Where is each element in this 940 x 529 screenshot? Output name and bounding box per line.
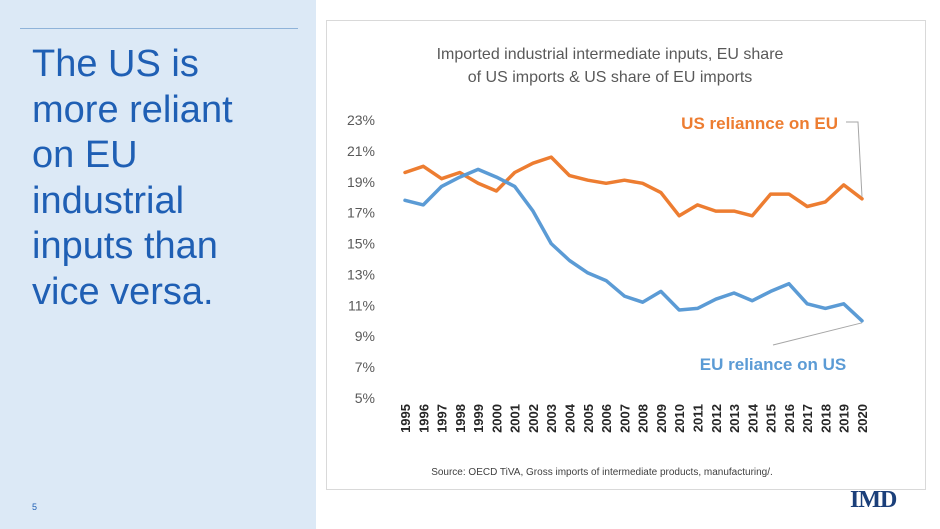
headline-line: inputs than	[32, 225, 218, 268]
y-tick-label: 13%	[347, 266, 375, 282]
x-tick-label: 2013	[727, 404, 742, 433]
x-tick-label: 2008	[636, 404, 651, 433]
x-tick-label: 1998	[453, 404, 468, 433]
x-tick-label: 2004	[563, 403, 578, 433]
x-tick-label: 2009	[654, 404, 669, 433]
x-tick-label: 2011	[690, 404, 705, 432]
y-tick-label: 23%	[347, 112, 375, 128]
series-line-eu-reliance-on-us	[403, 167, 864, 323]
x-tick-label: 2007	[617, 404, 632, 433]
x-tick-label: 2012	[709, 404, 724, 433]
y-tick-label: 15%	[347, 236, 375, 252]
x-tick-label: 2002	[526, 404, 541, 433]
x-tick-label: 2017	[800, 404, 815, 433]
headline-line: industrial	[32, 179, 185, 222]
y-tick-label: 19%	[347, 174, 375, 190]
x-tick-label: 2001	[508, 404, 523, 433]
y-tick-label: 7%	[355, 359, 375, 375]
chart-title-line: of US imports & US share of EU imports	[468, 69, 753, 86]
y-tick-label: 9%	[355, 328, 375, 344]
leader-line	[846, 121, 863, 197]
x-tick-label: 2019	[837, 404, 852, 433]
y-tick-label: 21%	[347, 143, 375, 159]
headline-line: The US is	[32, 43, 199, 85]
page-number: 5	[32, 502, 38, 512]
x-tick-label: 2014	[745, 403, 760, 433]
imd-logo: IMD	[850, 487, 897, 513]
y-tick-label: 11%	[348, 297, 375, 313]
headline-line: more reliant	[32, 88, 233, 131]
chart-frame	[326, 20, 926, 490]
x-tick-label: 2016	[782, 404, 797, 433]
series-label: US reliannce on EU	[681, 114, 838, 133]
series-line-us-reliance-on-eu	[403, 155, 864, 218]
x-tick-label: 2015	[764, 404, 779, 433]
x-tick-label: 1995	[398, 404, 413, 433]
y-tick-label: 17%	[347, 205, 375, 221]
headline: The US is more reliant on EU industrial …	[32, 42, 302, 316]
headline-line: on EU	[32, 134, 138, 177]
x-tick-label: 2020	[855, 404, 870, 433]
series-label: EU reliance on US	[700, 355, 846, 374]
x-tick-label: 2003	[544, 404, 559, 433]
x-tick-label: 1999	[471, 404, 486, 433]
divider-line	[20, 28, 298, 29]
x-tick-label: 2000	[489, 404, 504, 433]
x-tick-label: 2010	[672, 404, 687, 433]
leader-line	[772, 322, 863, 346]
x-tick-label: 1997	[435, 404, 450, 433]
x-tick-label: 1996	[416, 404, 431, 433]
x-tick-label: 2006	[599, 404, 614, 433]
y-tick-label: 5%	[355, 390, 375, 406]
chart-title-line: Imported industrial intermediate inputs,…	[437, 46, 784, 63]
left-panel	[0, 0, 316, 529]
headline-line: vice versa.	[32, 270, 214, 313]
chart-source: Source: OECD TiVA, Gross imports of inte…	[431, 467, 773, 478]
x-tick-label: 2005	[581, 404, 596, 433]
x-tick-label: 2018	[818, 404, 833, 433]
